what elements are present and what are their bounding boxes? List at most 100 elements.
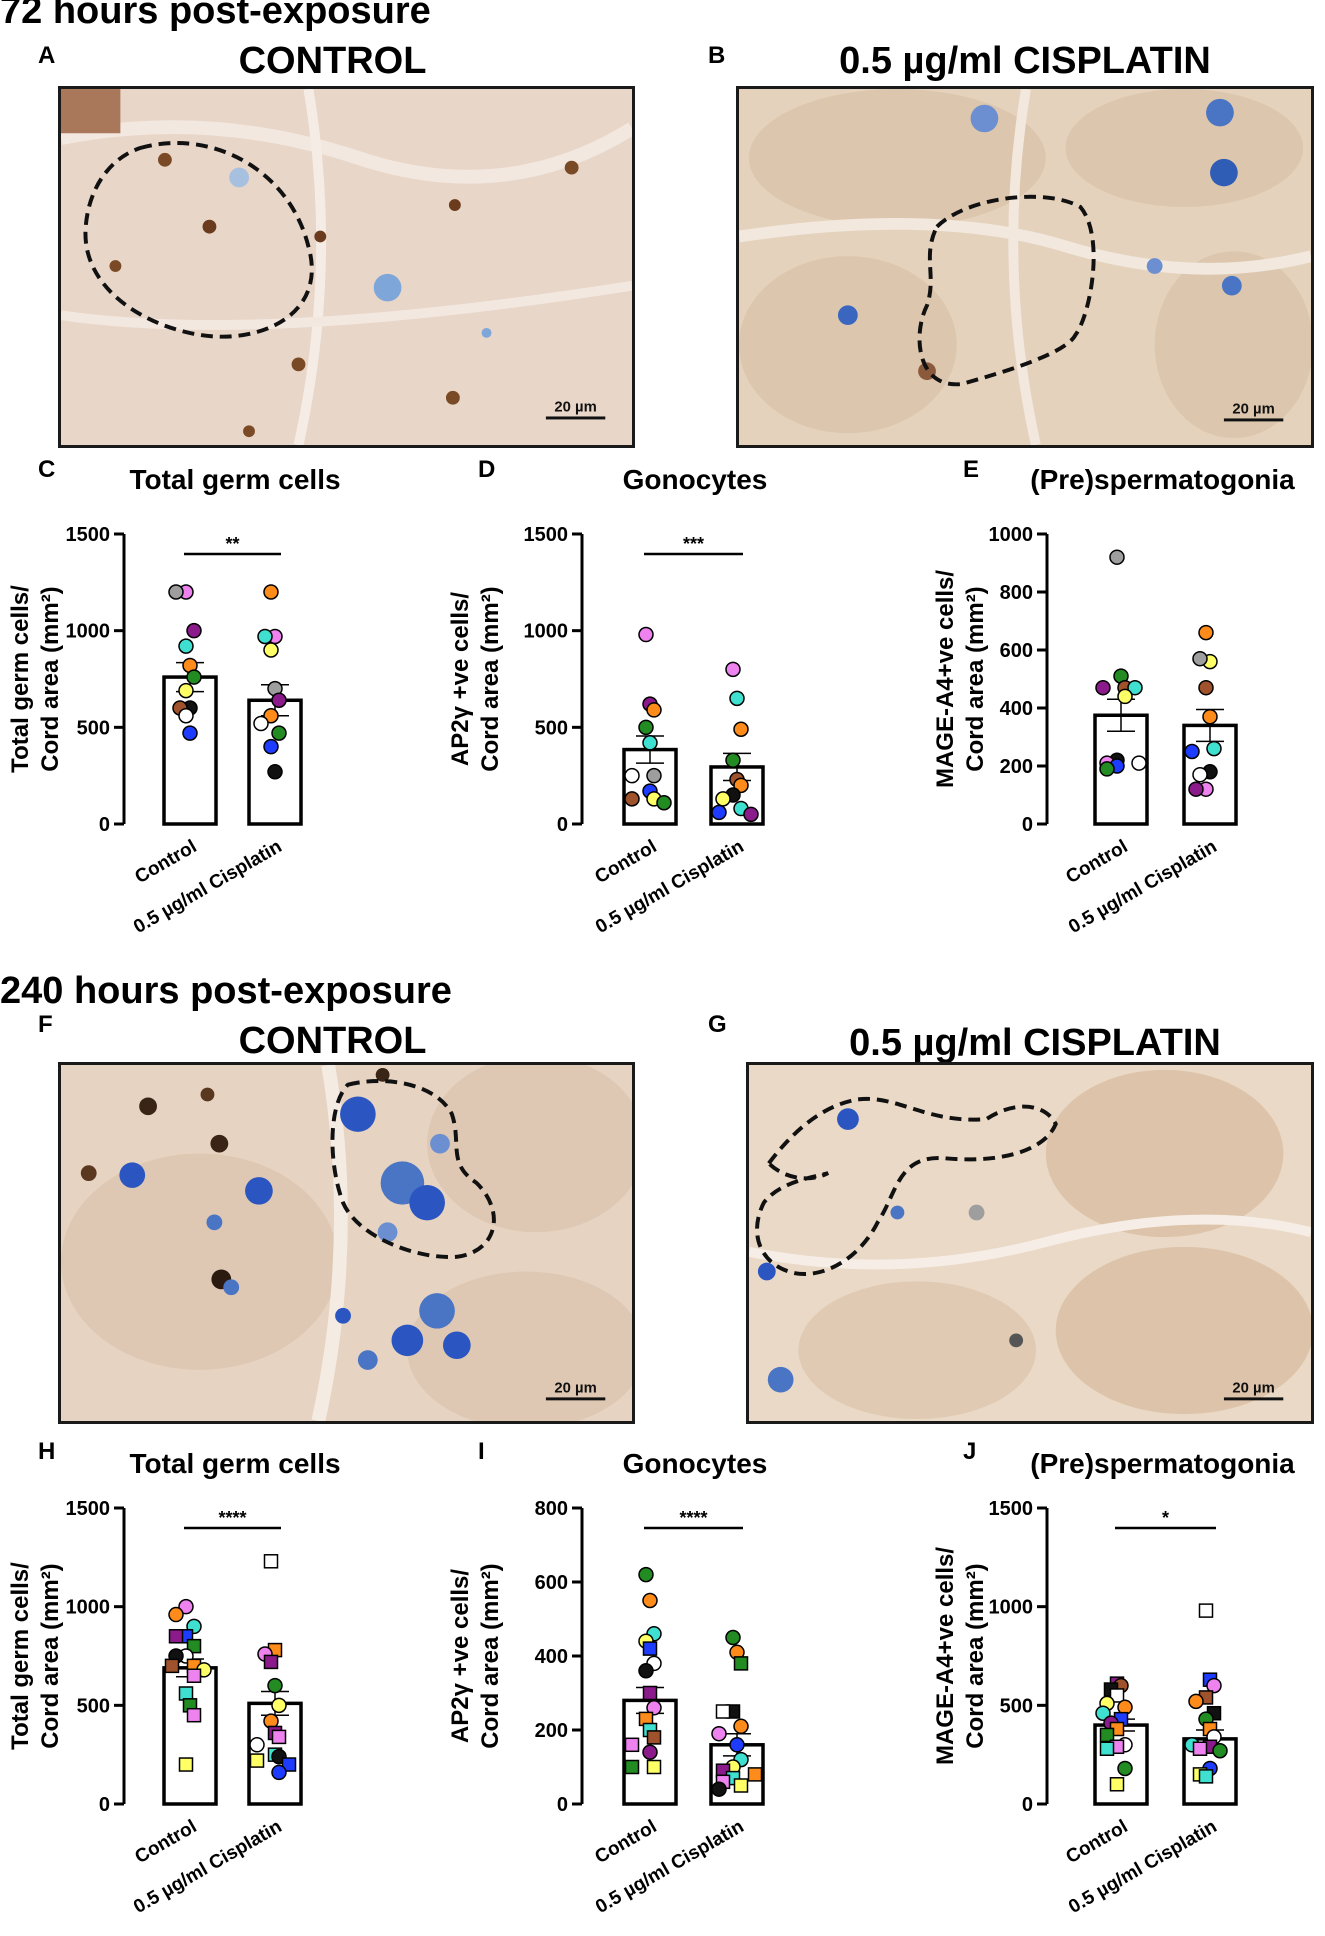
x-category-label: 0.5 µg/ml Cisplatin — [1065, 836, 1220, 938]
bar — [162, 675, 218, 826]
chart-title-i: Gonocytes — [622, 1448, 768, 1479]
data-point — [263, 1554, 279, 1569]
panel-letter-g: G — [708, 1011, 727, 1038]
y-tick-label: 1500 — [66, 1498, 111, 1520]
panel-letter-i: I — [478, 1438, 485, 1465]
data-point — [1198, 679, 1214, 696]
panel-letter-c: C — [38, 456, 56, 483]
data-point — [1192, 650, 1208, 667]
significance-label: * — [1162, 1508, 1169, 1528]
micrograph-title-a: CONTROL — [238, 40, 427, 82]
y-tick-label: 500 — [77, 717, 110, 739]
y-tick-label: 800 — [535, 1498, 568, 1520]
data-point — [646, 1759, 662, 1775]
significance-label: *** — [683, 534, 704, 554]
data-point — [642, 1744, 658, 1760]
x-category-label: 0.5 µg/ml Cisplatin — [592, 836, 747, 938]
y-tick-label: 500 — [77, 1695, 110, 1717]
data-point — [725, 1629, 741, 1646]
significance-label: **** — [679, 1508, 707, 1528]
y-axis-label: Cord area (mm²) — [962, 1563, 989, 1748]
data-point — [178, 1598, 194, 1615]
y-tick-label: 500 — [535, 717, 568, 739]
data-point — [729, 690, 745, 707]
data-point — [178, 1757, 194, 1772]
data-point — [747, 1767, 763, 1782]
data-point — [1117, 1760, 1133, 1777]
y-axis-label: Cord area (mm²) — [962, 586, 989, 771]
y-axis-label: AP2γ +ve cells/ — [447, 1569, 474, 1743]
y-axis-label: Cord area (mm²) — [37, 586, 64, 771]
micrograph-title-f: CONTROL — [238, 1020, 427, 1062]
data-point — [624, 1737, 640, 1753]
data-point — [168, 1606, 184, 1623]
x-category-label: Control — [132, 1816, 201, 1868]
data-point — [263, 584, 279, 600]
data-point — [1117, 688, 1133, 705]
data-point — [1198, 1603, 1214, 1618]
data-point — [257, 628, 273, 645]
scale-bar-label-g: 20 µm — [1232, 1381, 1274, 1397]
data-point — [281, 1757, 297, 1772]
chart-h: 0 500 1000 1500 Total germ cells/Cord area (… — [7, 1498, 303, 1918]
data-point — [168, 1629, 184, 1644]
panel-letter-f: F — [38, 1011, 53, 1038]
data-point — [253, 715, 269, 732]
chart-j: 0 500 1000 1500 MAGE-A4+ve cells/Cord area (… — [932, 1498, 1238, 1918]
data-point — [725, 661, 741, 678]
micrograph-g: 20 µm — [746, 1062, 1314, 1424]
data-point — [729, 1737, 745, 1753]
y-axis-label: Cord area (mm²) — [37, 1563, 64, 1748]
section-title-240h: 240 hours post-exposure — [0, 970, 452, 1012]
data-point — [642, 1641, 658, 1656]
chart-d: 0 500 1000 1500 AP2γ +ve cells/Cord area (mm… — [447, 524, 765, 938]
x-category-label: Control — [1063, 836, 1132, 888]
data-point — [1184, 743, 1200, 760]
data-point — [711, 804, 727, 821]
data-point — [1095, 1705, 1111, 1721]
scale-bar-label-a: 20 µm — [554, 400, 596, 416]
y-tick-label: 1000 — [66, 1597, 111, 1619]
data-point — [263, 707, 279, 724]
data-point — [1099, 761, 1115, 777]
data-point — [1131, 755, 1147, 771]
y-tick-label: 0 — [99, 1794, 110, 1816]
data-point — [178, 682, 194, 699]
panel-letter-h: H — [38, 1438, 56, 1465]
data-point — [186, 669, 202, 685]
data-point — [1109, 1777, 1125, 1792]
data-point — [642, 1685, 658, 1701]
data-point — [638, 1566, 654, 1583]
panel-letter-e: E — [963, 456, 980, 483]
data-point — [1206, 1677, 1222, 1694]
data-point — [656, 794, 672, 811]
y-tick-label: 0 — [1022, 814, 1033, 836]
y-tick-label: 200 — [535, 1720, 568, 1742]
data-point — [249, 1753, 265, 1768]
data-point — [1192, 1741, 1208, 1756]
data-point — [1188, 1693, 1204, 1710]
y-axis-label: AP2γ +ve cells/ — [447, 592, 474, 766]
chart-c: 0 500 1000 1500 Total germ cells/Cord area (… — [7, 524, 303, 938]
panel-letter-d: D — [478, 456, 496, 483]
data-point — [186, 622, 202, 639]
y-tick-label: 600 — [1000, 640, 1033, 662]
micrograph-a: 20 µm — [58, 86, 635, 448]
data-point — [646, 767, 662, 784]
chart-title-e: (Pre)spermatogonia — [1030, 464, 1295, 495]
data-point — [1188, 781, 1204, 797]
chart-e: 0 200 400 600 800 1000 MAGE-A4+ve cells/Cord a… — [932, 524, 1238, 938]
scale-bar-label-b: 20 µm — [1232, 402, 1274, 418]
x-category-label: Control — [592, 836, 661, 888]
data-point — [271, 1764, 287, 1781]
data-point — [638, 719, 654, 736]
data-point — [725, 752, 741, 768]
data-point — [646, 702, 662, 718]
y-tick-label: 1000 — [524, 621, 569, 643]
chart-title-d: Gonocytes — [622, 464, 768, 495]
data-point — [249, 1737, 265, 1753]
x-category-label: 0.5 µg/ml Cisplatin — [130, 1816, 285, 1918]
data-point — [263, 738, 279, 755]
y-tick-label: 1500 — [66, 524, 111, 546]
y-tick-label: 0 — [557, 814, 568, 836]
